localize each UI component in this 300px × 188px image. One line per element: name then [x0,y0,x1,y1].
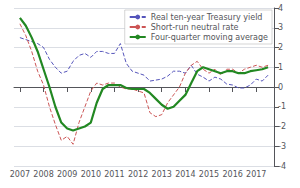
svg-text:-1: -1 [278,102,286,111]
svg-text:-2: -2 [278,122,286,131]
svg-text:2014: 2014 [175,170,195,179]
svg-text:-4: -4 [278,162,286,171]
svg-text:Short-run neutral rate: Short-run neutral rate [151,23,239,32]
svg-text:2011: 2011 [104,170,124,179]
svg-text:2016: 2016 [222,170,242,179]
svg-text:2015: 2015 [199,170,219,179]
svg-text:2010: 2010 [81,170,101,179]
svg-text:2009: 2009 [57,170,77,179]
svg-text:3: 3 [278,23,283,32]
svg-text:0: 0 [278,83,283,92]
svg-text:2008: 2008 [33,170,53,179]
svg-text:2007: 2007 [10,170,30,179]
svg-text:Four-quarter moving average: Four-quarter moving average [151,33,268,42]
svg-text:-3: -3 [278,142,286,151]
svg-text:1: 1 [278,63,283,72]
svg-text:4: 4 [278,4,283,13]
svg-text:2017: 2017 [246,170,266,179]
svg-text:2: 2 [278,43,283,52]
svg-text:Real ten-year Treasury yield: Real ten-year Treasury yield [151,13,263,22]
svg-text:2013: 2013 [152,170,172,179]
svg-text:2012: 2012 [128,170,148,179]
